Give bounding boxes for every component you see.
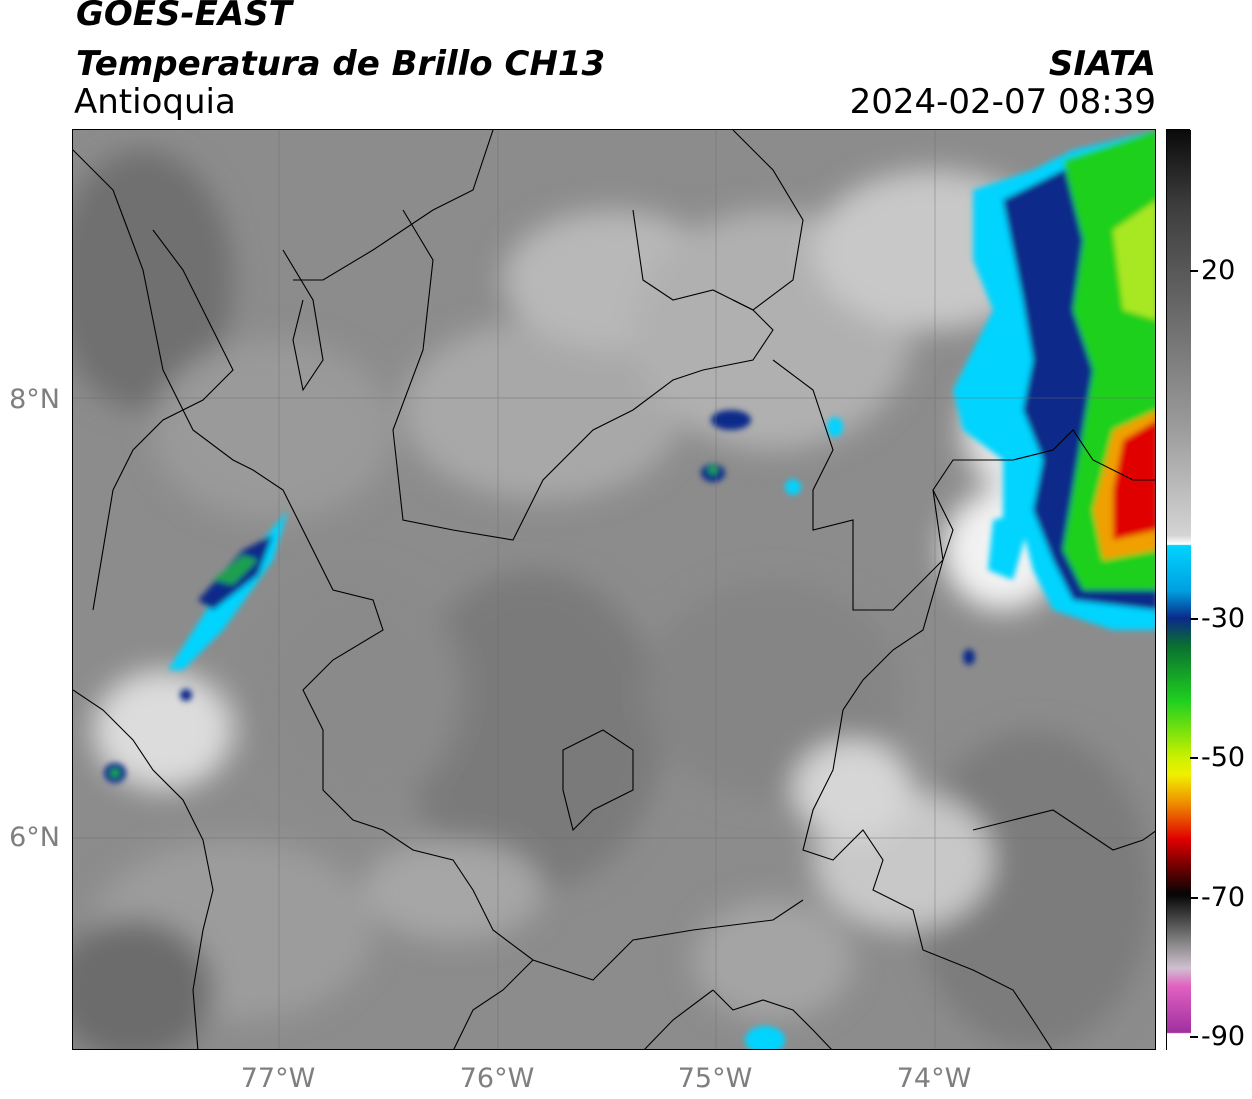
boundaries	[73, 130, 1155, 1049]
product-title: Temperatura de Brillo CH13	[76, 44, 606, 84]
cbar-tick-m70	[1190, 897, 1198, 899]
satellite-title: GOES-EAST	[76, 0, 292, 34]
cbar-tick-m30	[1190, 618, 1198, 620]
lon-label-76w: 76°W	[459, 1063, 535, 1094]
cbar-tick-m50	[1190, 757, 1198, 759]
timestamp-label: 2024-02-07 08:39	[849, 82, 1156, 122]
lon-label-75w: 75°W	[677, 1063, 753, 1094]
cbar-label-20: 20	[1201, 255, 1236, 286]
lat-label-8n: 8°N	[9, 384, 60, 415]
graticule	[73, 130, 1155, 1049]
region-label: Antioquia	[74, 82, 236, 122]
cbar-label-m90: -90	[1201, 1021, 1246, 1052]
cbar-tick-m90	[1190, 1036, 1198, 1038]
lat-label-6n: 6°N	[9, 822, 60, 853]
cold-cloud-tops	[104, 130, 1155, 1049]
lon-label-74w: 74°W	[896, 1063, 972, 1094]
cbar-label-m50: -50	[1201, 742, 1246, 773]
satellite-map[interactable]	[72, 129, 1156, 1050]
cbar-tick-20	[1190, 270, 1198, 272]
map-svg	[73, 130, 1155, 1049]
colorbar	[1166, 129, 1191, 1051]
lon-label-77w: 77°W	[240, 1063, 316, 1094]
colorbar-gradient	[1167, 130, 1191, 1051]
cbar-label-m70: -70	[1201, 882, 1246, 913]
cbar-label-m30: -30	[1201, 603, 1246, 634]
brand-label: SIATA	[1048, 44, 1156, 84]
